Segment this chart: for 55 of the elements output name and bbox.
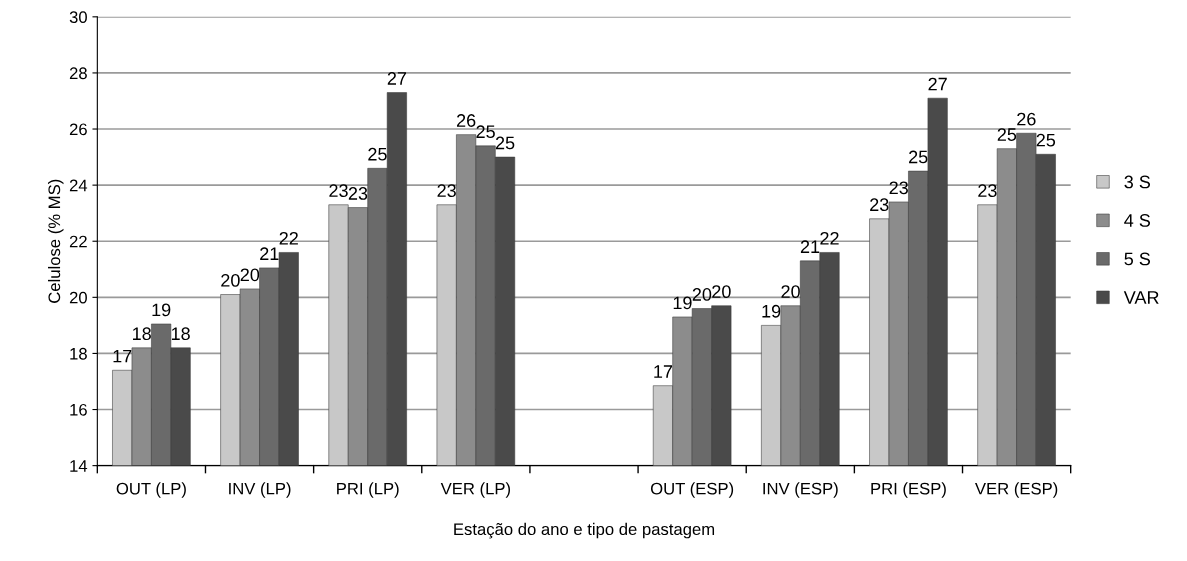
data-label: 23 [348,187,368,200]
data-label: 25 [909,150,928,164]
y-axis-title: Celulose (% MS) [47,179,64,303]
x-tick-label: PRI (ESP) [871,482,946,498]
x-tick-label: INV (LP) [229,482,291,498]
data-label: 19 [673,296,692,310]
data-label: 17 [654,365,673,378]
y-tick-label: 24 [69,179,88,192]
data-label: 18 [133,327,151,341]
legend-label: 5 S [1124,252,1151,266]
data-label: 25 [495,136,515,150]
y-tick-label: 28 [69,67,87,80]
data-label: 22 [820,231,839,245]
data-label: 26 [456,114,476,127]
data-label: 20 [781,285,800,299]
y-tick-label: 18 [70,347,87,360]
data-label: 20 [712,285,731,299]
data-label: 25 [476,125,495,139]
data-label: 26 [1017,112,1036,126]
x-tick-label: OUT (ESP) [650,482,734,498]
legend-label: 3 S [1124,175,1151,189]
y-tick-label: 14 [70,460,88,472]
y-tick-label: 30 [69,11,87,24]
data-label: 27 [928,77,947,91]
data-label: 21 [260,247,279,260]
x-axis-title: Estação do ano e tipo de pastagem [454,522,715,539]
data-label: 21 [800,240,820,253]
x-tick-label: OUT (LP) [116,482,186,498]
data-label: 25 [997,128,1017,141]
data-label: 20 [221,274,240,287]
data-label: 20 [692,288,712,301]
data-label: 17 [113,349,132,363]
data-label: 23 [437,184,456,198]
data-label: 25 [1036,133,1056,147]
data-label: 18 [171,327,190,341]
y-tick-label: 20 [69,291,87,304]
data-label: 23 [889,181,908,195]
legend-label: VAR [1123,291,1159,304]
data-label: 23 [870,198,889,212]
y-tick-label: 26 [69,123,87,136]
data-label: 20 [240,268,260,282]
x-tick-label: VER (LP) [440,482,511,498]
y-tick-label: 16 [70,403,87,416]
y-tick-label: 22 [69,235,87,248]
data-label: 19 [762,304,781,318]
x-tick-label: VER (ESP) [975,482,1058,498]
data-label: 25 [368,147,387,161]
data-label: 23 [329,184,348,198]
x-tick-label: PRI (LP) [337,482,399,498]
x-tick-label: INV (ESP) [763,482,838,498]
legend-label: 4 S [1124,214,1151,227]
data-label: 19 [152,303,171,317]
data-label: 23 [978,184,997,198]
data-label: 22 [279,231,298,245]
data-label: 27 [387,72,407,85]
